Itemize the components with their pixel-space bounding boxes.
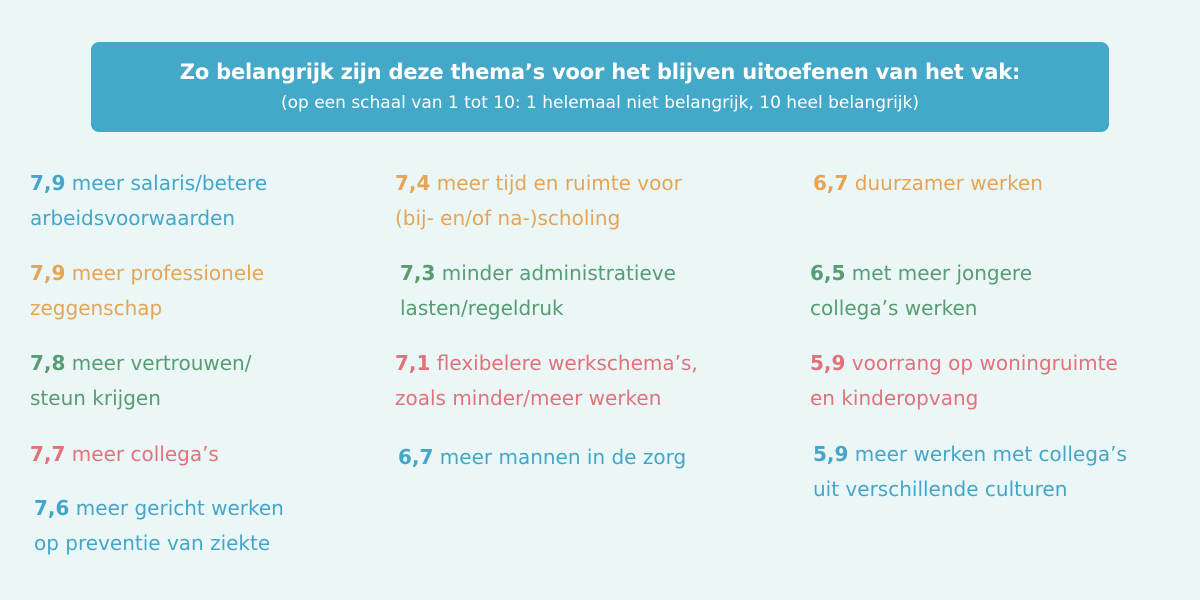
theme-text: minder administratieve bbox=[441, 261, 676, 285]
score: 7,3 bbox=[400, 261, 436, 285]
theme-text: duurzamer werken bbox=[854, 171, 1043, 195]
score: 5,9 bbox=[813, 442, 849, 466]
theme-text-continued: en kinderopvang bbox=[810, 386, 979, 410]
theme-text-continued: steun krijgen bbox=[30, 386, 161, 410]
page-title: Zo belangrijk zijn deze thema’s voor het… bbox=[179, 60, 1021, 84]
theme-text: meer werken met collega’s bbox=[854, 442, 1127, 466]
score: 5,9 bbox=[810, 351, 846, 375]
theme-text: meer tijd en ruimte voor bbox=[436, 171, 682, 195]
score: 6,5 bbox=[810, 261, 846, 285]
theme-item: 6,7 meer mannen in de zorg bbox=[398, 440, 686, 475]
theme-item: 7,6 meer gericht werken op preventie van… bbox=[34, 491, 284, 561]
score: 7,9 bbox=[30, 171, 66, 195]
theme-text: meer mannen in de zorg bbox=[439, 445, 687, 469]
score: 7,7 bbox=[30, 442, 66, 466]
theme-item: 7,4 meer tijd en ruimte voor (bij- en/of… bbox=[395, 166, 682, 236]
theme-text-continued: collega’s werken bbox=[810, 296, 978, 320]
score: 6,7 bbox=[398, 445, 434, 469]
theme-text: met meer jongere bbox=[851, 261, 1033, 285]
theme-item: 6,5 met meer jongere collega’s werken bbox=[810, 256, 1032, 326]
theme-item: 5,9 meer werken met collega’s uit versch… bbox=[813, 437, 1127, 507]
theme-item: 7,3 minder administratieve lasten/regeld… bbox=[400, 256, 676, 326]
score: 6,7 bbox=[813, 171, 849, 195]
theme-item: 7,1 flexibelere werkschema’s, zoals mind… bbox=[395, 346, 698, 416]
theme-text: meer professionele bbox=[71, 261, 265, 285]
theme-text-continued: arbeidsvoorwaarden bbox=[30, 206, 236, 230]
score: 7,1 bbox=[395, 351, 431, 375]
theme-text-continued: zoals minder/meer werken bbox=[395, 386, 662, 410]
score: 7,8 bbox=[30, 351, 66, 375]
theme-text-continued: op preventie van ziekte bbox=[34, 531, 271, 555]
theme-text: flexibelere werkschema’s, bbox=[436, 351, 698, 375]
theme-item: 7,9 meer professionele zeggenschap bbox=[30, 256, 264, 326]
score: 7,6 bbox=[34, 496, 70, 520]
theme-text: meer gericht werken bbox=[75, 496, 284, 520]
score: 7,9 bbox=[30, 261, 66, 285]
theme-item: 7,7 meer collega’s bbox=[30, 437, 219, 472]
theme-item: 7,9 meer salaris/betere arbeidsvoorwaard… bbox=[30, 166, 267, 236]
theme-item: 6,7 duurzamer werken bbox=[813, 166, 1043, 201]
theme-text: voorrang op woningruimte bbox=[851, 351, 1118, 375]
score: 7,4 bbox=[395, 171, 431, 195]
theme-text: meer collega’s bbox=[71, 442, 219, 466]
theme-item: 7,8 meer vertrouwen/ steun krijgen bbox=[30, 346, 251, 416]
theme-text: meer vertrouwen/ bbox=[71, 351, 252, 375]
theme-text-continued: zeggenschap bbox=[30, 296, 163, 320]
header-banner: Zo belangrijk zijn deze thema’s voor het… bbox=[91, 42, 1109, 132]
theme-text-continued: uit verschillende culturen bbox=[813, 477, 1068, 501]
theme-item: 5,9 voorrang op woningruimte en kinderop… bbox=[810, 346, 1118, 416]
theme-text-continued: lasten/regeldruk bbox=[400, 296, 564, 320]
theme-text: meer salaris/betere bbox=[71, 171, 268, 195]
theme-text-continued: (bij- en/of na-)scholing bbox=[395, 206, 621, 230]
page-subtitle: (op een schaal van 1 tot 10: 1 helemaal … bbox=[281, 93, 919, 113]
